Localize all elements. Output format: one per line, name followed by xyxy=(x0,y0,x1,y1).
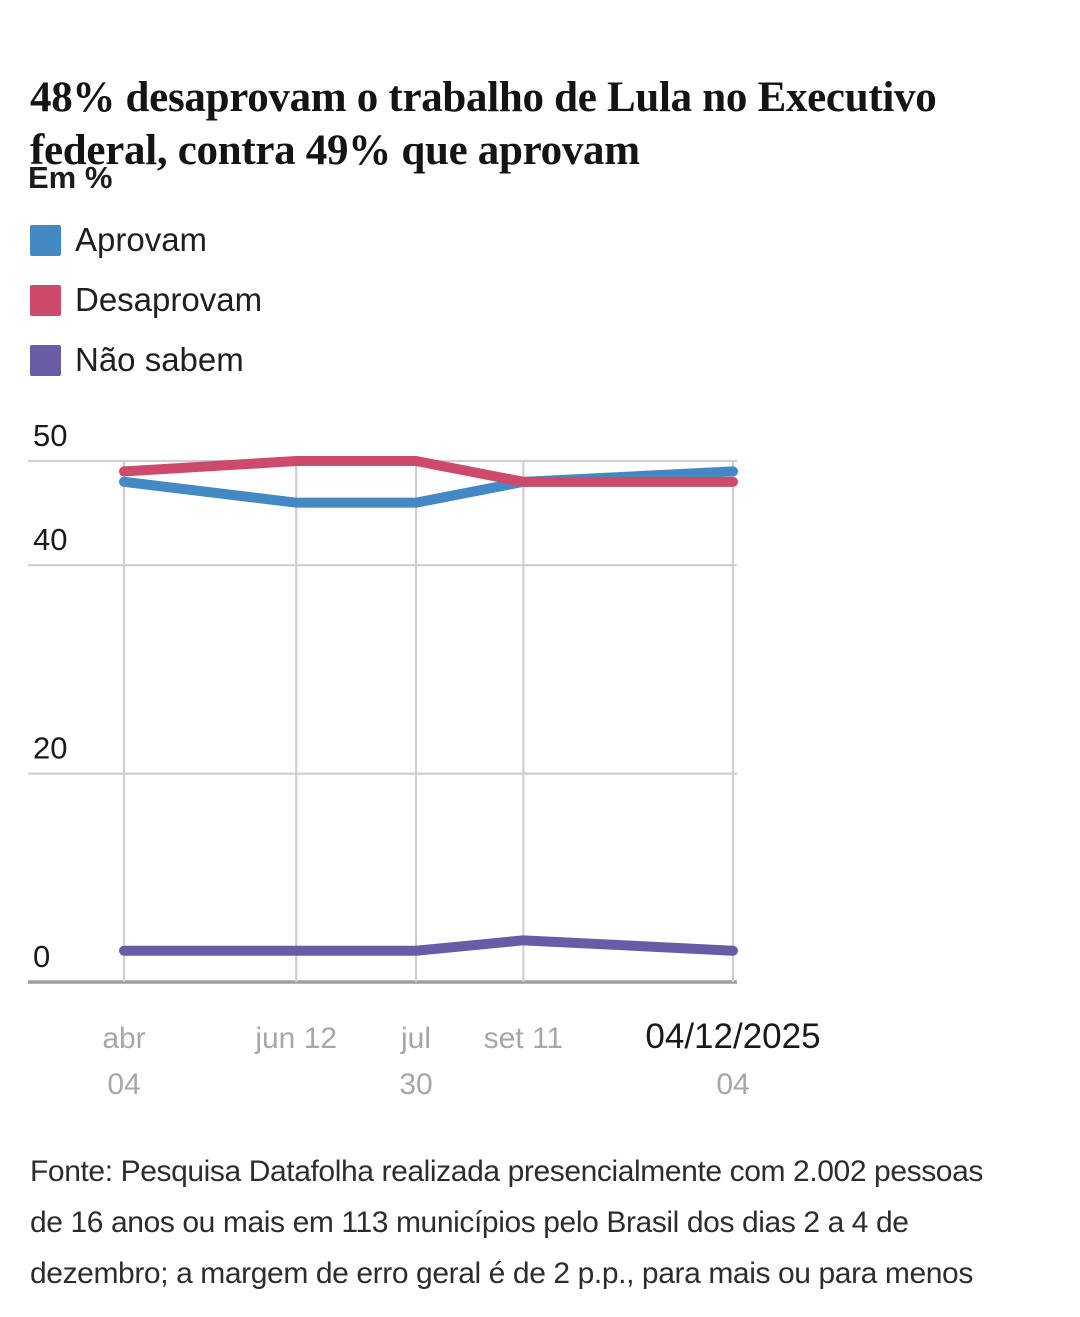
page-title-line2: federal, contra 49% que aprovam xyxy=(30,126,640,174)
approval-line-chart: 50 40 20 0 abr 04 jun 12 jul 30 set 11 04/12/2025 0… xyxy=(28,418,821,1101)
x-tick-label-0: abr xyxy=(102,1022,145,1055)
legend-item-desaprovam: Desaprovam xyxy=(30,270,262,330)
x-tick-sublabel-4: 04 xyxy=(716,1068,749,1101)
page-title: 48% desaprovam o trabalho de Lula no Exe… xyxy=(30,71,1060,177)
x-tick-label-4: 04/12/2025 xyxy=(645,1017,820,1056)
legend-label-desaprovam: Desaprovam xyxy=(75,281,263,318)
x-tick-label-3: set 11 xyxy=(484,1022,564,1055)
legend-item-aprovam: Aprovam xyxy=(30,210,262,270)
x-tick-label-2: jul xyxy=(400,1022,431,1055)
source-note: Fonte: Pesquisa Datafolha realizada pres… xyxy=(30,1146,1075,1299)
source-note-line2: de 16 anos ou mais em 113 municípios pel… xyxy=(30,1206,909,1239)
x-tick-sublabel-2: 30 xyxy=(399,1068,432,1101)
x-tick-sublabel-0: 04 xyxy=(107,1068,140,1101)
y-axis-label-50: 50 xyxy=(33,418,67,453)
series-line-aprovam xyxy=(119,466,738,508)
y-axis-label-40: 40 xyxy=(33,522,67,557)
y-axis-label-20: 20 xyxy=(33,731,67,766)
legend-label-nao-sabem: Não sabem xyxy=(75,341,244,378)
y-axis-label-0: 0 xyxy=(33,939,50,974)
legend-swatch-desaprovam xyxy=(30,284,61,316)
legend-swatch-nao-sabem xyxy=(30,344,61,376)
unit-label: Em % xyxy=(28,160,113,195)
source-note-line1: Fonte: Pesquisa Datafolha realizada pres… xyxy=(30,1155,983,1188)
page-title-line1: 48% desaprovam o trabalho de Lula no Exe… xyxy=(30,73,937,121)
legend-swatch-aprovam xyxy=(30,224,61,256)
legend-label-aprovam: Aprovam xyxy=(75,221,208,258)
series-line-desaprovam xyxy=(119,456,738,487)
legend: Aprovam Desaprovam Não sabem xyxy=(30,210,262,390)
source-note-line3: dezembro; a margem de erro geral é de 2 … xyxy=(30,1257,973,1290)
series-line-nao-sabem xyxy=(119,935,738,956)
x-tick-label-1: jun 12 xyxy=(254,1022,337,1055)
legend-item-nao-sabem: Não sabem xyxy=(30,330,262,390)
